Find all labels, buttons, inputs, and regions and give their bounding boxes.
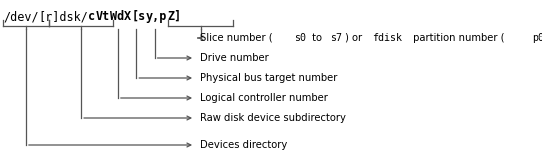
Text: Vt: Vt — [95, 10, 110, 23]
Text: Slice number (: Slice number ( — [200, 33, 273, 43]
Text: X: X — [124, 10, 131, 23]
Text: [s: [s — [131, 10, 145, 23]
Text: ) or: ) or — [345, 33, 366, 43]
Text: s7: s7 — [330, 33, 342, 43]
Text: Drive number: Drive number — [200, 53, 269, 63]
Text: Z]: Z] — [167, 10, 181, 23]
Text: Physical bus target number: Physical bus target number — [200, 73, 337, 83]
Text: Raw disk device subdirectory: Raw disk device subdirectory — [200, 113, 346, 123]
Text: partition number (: partition number ( — [410, 33, 505, 43]
Text: /dev/: /dev/ — [3, 10, 38, 23]
Text: s0: s0 — [294, 33, 306, 43]
Text: Logical controller number: Logical controller number — [200, 93, 328, 103]
Text: p0: p0 — [532, 33, 542, 43]
Text: [r]dsk/: [r]dsk/ — [38, 10, 88, 23]
Text: c: c — [88, 10, 95, 23]
Text: to: to — [309, 33, 325, 43]
Text: Devices directory: Devices directory — [200, 140, 287, 150]
Text: fdisk: fdisk — [372, 33, 402, 43]
Text: Wd: Wd — [110, 10, 124, 23]
Text: y,p: y,p — [145, 10, 167, 23]
